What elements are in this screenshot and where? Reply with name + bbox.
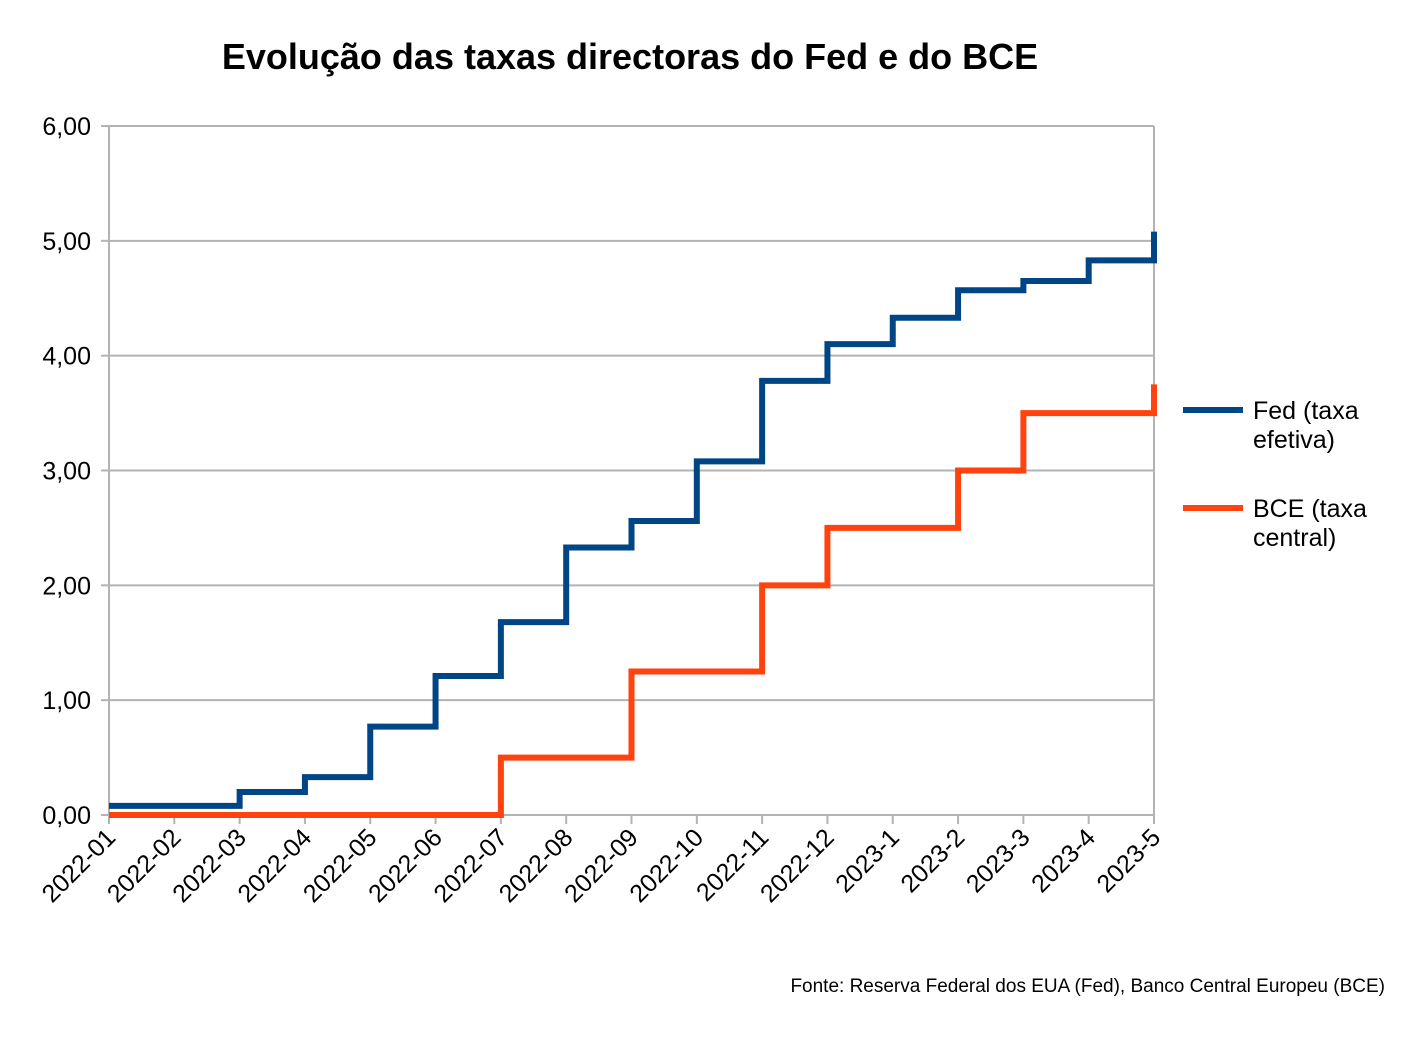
y-tick-label: 5,00	[42, 228, 91, 256]
y-tick-label: 4,00	[42, 343, 91, 371]
y-tick-label: 2,00	[42, 572, 91, 600]
x-tick-label: 2022-10	[624, 823, 709, 908]
legend-label-0: Fed (taxa	[1253, 397, 1359, 425]
x-tick-label: 2023-4	[1026, 823, 1101, 898]
y-tick-label: 3,00	[42, 458, 91, 486]
legend-label-1: central)	[1253, 524, 1336, 552]
x-tick-label: 2023-1	[830, 823, 905, 898]
legend-label-0: efetiva)	[1253, 426, 1335, 454]
x-tick-label: 2023-5	[1091, 823, 1166, 898]
legend-label-1: BCE (taxa	[1253, 495, 1367, 523]
series-line-0	[109, 231, 1157, 809]
x-tick-label: 2022-12	[755, 823, 840, 908]
x-tick-label: 2023-3	[961, 823, 1036, 898]
chart-source: Fonte: Reserva Federal dos EUA (Fed), Ba…	[790, 976, 1385, 997]
y-tick-label: 0,00	[42, 802, 91, 830]
x-tick-label: 2023-2	[895, 823, 970, 898]
y-tick-label: 1,00	[42, 687, 91, 715]
series-line-1	[109, 384, 1157, 818]
chart-title: Evolução das taxas directoras do Fed e d…	[221, 36, 1039, 77]
y-tick-label: 6,00	[42, 113, 91, 141]
